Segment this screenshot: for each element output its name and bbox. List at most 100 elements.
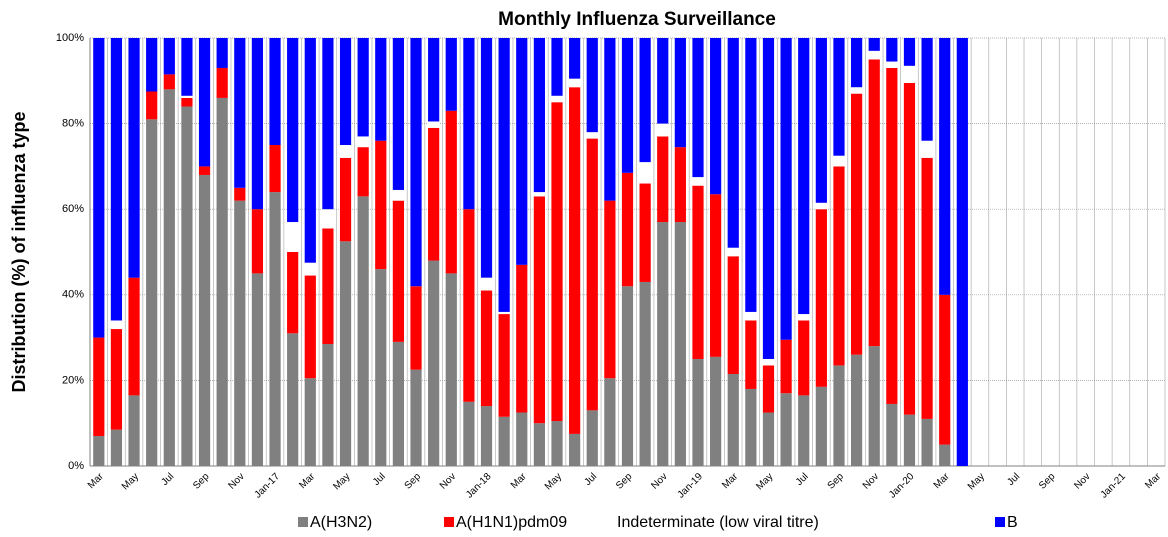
bar-segment [463,38,475,210]
bar-segment [815,386,827,466]
bar-segment [339,157,352,242]
x-tick-label: Jan-20 [887,471,917,501]
bar-segment [921,418,933,466]
x-tick-label: Nov [226,471,246,491]
bar-segment [304,378,316,466]
bar-segment [868,346,880,466]
bar-segment [339,38,352,145]
bar-segment [939,38,951,295]
bar-segment [621,172,634,287]
bar-segment [886,61,898,68]
bar-segment [569,87,581,434]
bar-segment [410,369,422,466]
bar-segment [234,187,246,201]
bar-segment [780,339,792,394]
bar-segment [216,38,228,68]
bar-segment [833,166,845,366]
bar-segment [480,38,493,278]
bar-segment [463,209,475,402]
bar-segment [375,38,387,141]
bar-segment [498,38,510,312]
bar-segment [727,247,739,257]
bar-segment [569,78,581,88]
bar-segment [604,378,616,466]
bar-segment [939,294,951,445]
bar-segment [815,38,827,203]
bar-segment [428,260,440,466]
bar-segment [463,401,475,466]
bar-segment [498,314,510,417]
bar-segment [533,196,545,424]
bar-segment [198,166,211,175]
legend-label: B [1007,514,1018,531]
bar-segment [357,38,369,137]
x-tick-label: Sep [1037,471,1058,492]
bar-segment [586,138,598,411]
bar-segment [886,403,898,466]
bar-segment [674,147,686,223]
bar-segment [798,395,810,466]
bar-segment [850,354,863,466]
bar-segment [692,177,704,186]
bar-segment [850,87,863,94]
bar-segment [480,406,493,466]
x-tick-label: Sep [403,471,424,492]
y-tick-label: 80% [62,118,84,130]
x-tick-label: Jul [582,471,599,488]
bar-segment [850,93,863,355]
x-tick-label: Jan-18 [464,471,494,501]
y-tick-label: 20% [62,374,84,386]
bar-segment [745,388,757,466]
bar-segment [251,273,264,466]
bar-segment [128,277,140,396]
y-tick-label: 40% [62,289,84,301]
x-tick-label: May [120,471,141,492]
bar-segment [604,38,616,201]
x-tick-label: Jul [1005,471,1022,488]
legend-swatch [298,517,308,527]
x-tick-label: Jul [371,471,388,488]
bar-segment [128,38,140,278]
bar-segment [868,50,880,60]
bar-segment [410,286,422,370]
bar-segment [357,147,369,197]
x-tick-label: Sep [191,471,212,492]
x-tick-label: May [754,471,775,492]
bar-segment [657,222,669,466]
bar-segment [533,192,545,197]
bar-segment [762,359,775,366]
bar-segment [375,269,387,466]
bar-segment [657,136,669,223]
legend-swatch [444,517,454,527]
bar-segment [146,119,158,466]
bar-segment [657,123,669,137]
bar-segment [304,38,316,263]
bar-segment [287,333,299,466]
chart-title: Monthly Influenza Surveillance [498,9,776,30]
bar-segment [198,174,211,466]
bar-segment [586,410,598,466]
bar-segment [551,102,563,422]
x-tick-label: Mar [1143,471,1163,491]
legend-label: A(H3N2) [310,514,372,531]
bar-segment [322,344,334,466]
bar-segment [93,337,105,437]
bar-segment [269,38,281,145]
bar-segment [762,412,775,466]
bar-segment [287,38,299,223]
x-tick-label: May [966,471,987,492]
bar-segment [480,277,493,291]
bar-segment [428,127,440,261]
bar-segment [410,38,422,287]
bar-segment [921,38,933,141]
bar-segment [762,38,775,359]
x-tick-label: Jul [159,471,176,488]
bar-segment [216,67,228,98]
bar-segment [181,97,193,107]
bar-segment [480,290,493,407]
legend-swatch [995,517,1005,527]
bar-segment [339,241,352,466]
bar-segment [710,356,722,466]
bar-segment [392,341,405,466]
bar-segment [921,157,933,419]
